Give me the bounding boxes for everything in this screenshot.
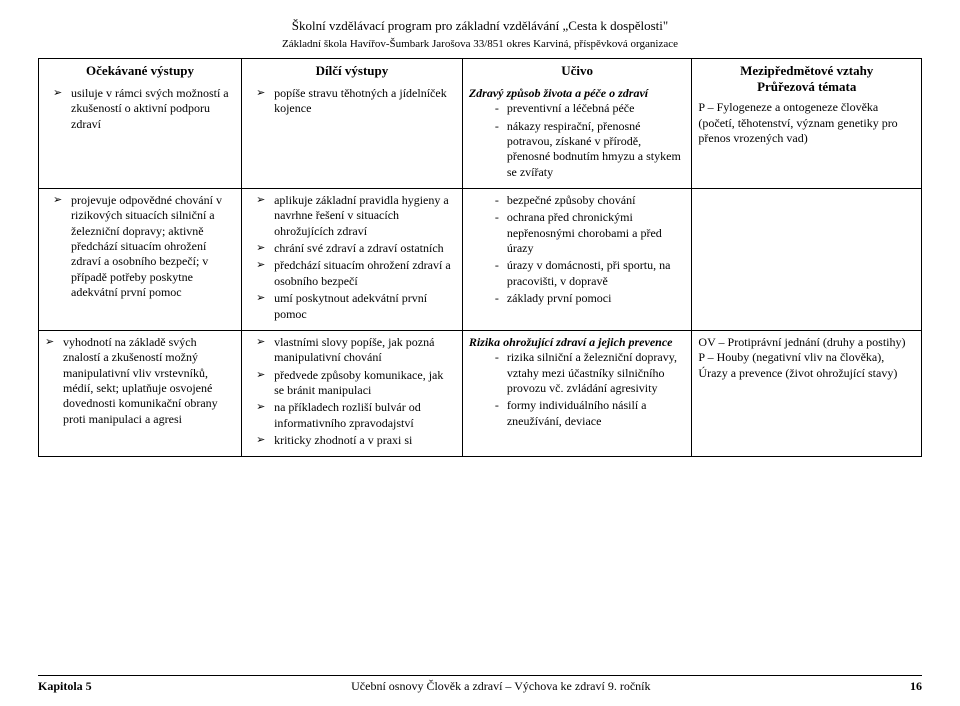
expected-output: vyhodnotí na základě svých znalostí a zk…	[51, 335, 235, 427]
partial-output: předvede způsoby komunikace, jak se brán…	[262, 368, 456, 399]
topic-item: úrazy v domácnosti, při sportu, na praco…	[497, 258, 686, 289]
partial-output: chrání své zdraví a zdraví ostatních	[262, 241, 456, 256]
curriculum-table: Očekávané výstupy usiluje v rámci svých …	[38, 58, 922, 457]
topic-item: základy první pomoci	[497, 291, 686, 306]
partial-output: kriticky zhodnotí a v praxi si	[262, 433, 456, 448]
topic-heading: Rizika ohrožující zdraví a jejich preven…	[469, 335, 686, 350]
expected-output: usiluje v rámci svých možností a zkušeno…	[59, 86, 235, 132]
topic-item: rizika silniční a železniční dopravy, vz…	[497, 350, 686, 396]
page-footer: Kapitola 5 16 Učební osnovy Člověk a zdr…	[38, 675, 922, 694]
partial-output: popíše stravu těhotných a jídelníček koj…	[262, 86, 456, 117]
topic-item: bezpečné způsoby chování	[497, 193, 686, 208]
partial-output: umí poskytnout adekvátní první pomoc	[262, 291, 456, 322]
partial-output: vlastními slovy popíše, jak pozná manipu…	[262, 335, 456, 366]
col-header-4: Mezipředmětové vztahy Průřezová témata	[698, 63, 915, 94]
col-header-1: Očekávané výstupy	[45, 63, 235, 80]
doc-title: Školní vzdělávací program pro základní v…	[38, 18, 922, 34]
topic-item: nákazy respirační, přenosné potravou, zí…	[497, 119, 686, 180]
footer-page-number: 16	[910, 679, 922, 694]
col-header-3: Učivo	[469, 63, 686, 80]
topic-item: ochrana před chronickými nepřenosnými ch…	[497, 210, 686, 256]
footer-chapter: Kapitola 5	[38, 679, 92, 694]
cross-subject-note: P – Houby (negativní vliv na člověka), Ú…	[698, 350, 915, 381]
cross-subject-note: P – Fylogeneze a ontogeneze člověka (poč…	[698, 100, 915, 146]
partial-output: na příkladech rozliší bulvár od informat…	[262, 400, 456, 431]
partial-output: aplikuje základní pravidla hygieny a nav…	[262, 193, 456, 239]
expected-output: projevuje odpovědné chování v rizikových…	[59, 193, 235, 301]
topic-item: preventivní a léčebná péče	[497, 101, 686, 116]
topic-item: formy individuálního násilí a zneužívání…	[497, 398, 686, 429]
partial-output: předchází situacím ohrožení zdraví a oso…	[262, 258, 456, 289]
doc-subtitle: Základní škola Havířov-Šumbark Jarošova …	[38, 38, 922, 50]
topic-heading: Zdravý způsob života a péče o zdraví	[469, 86, 686, 101]
cross-subject-note: OV – Protiprávní jednání (druhy a postih…	[698, 335, 915, 350]
col-header-2: Dílčí výstupy	[248, 63, 456, 80]
footer-center: Učební osnovy Člověk a zdraví – Výchova …	[38, 679, 922, 694]
